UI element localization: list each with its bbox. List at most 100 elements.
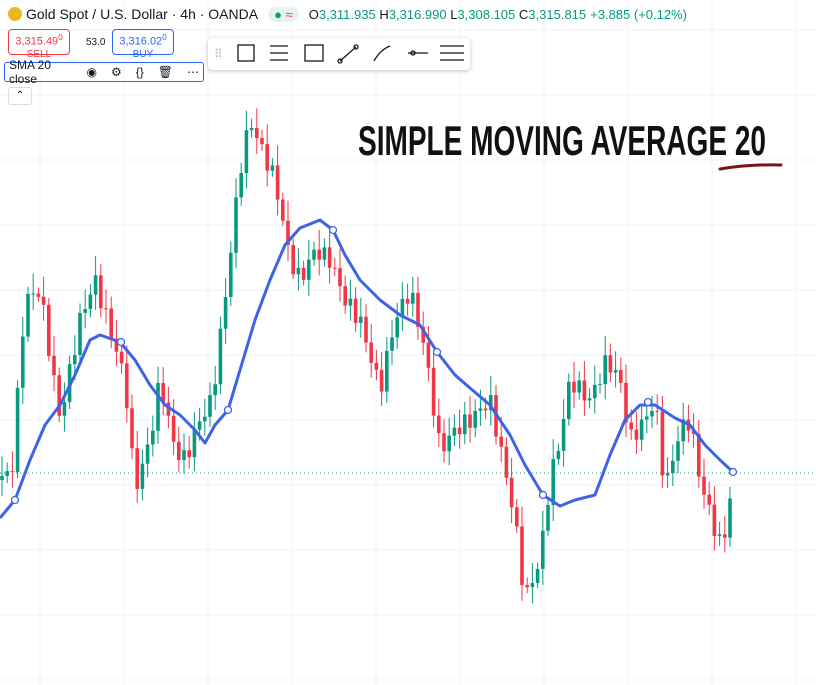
candle-body — [520, 526, 524, 585]
candle-body — [385, 350, 389, 392]
icon-delete[interactable]: 🗑 — [157, 65, 173, 79]
icon-settings[interactable]: ⚙ — [110, 65, 122, 79]
candle-body — [551, 459, 555, 505]
sma-handle — [116, 337, 126, 347]
collapse-button[interactable]: ⌃ — [8, 87, 32, 105]
candle-body — [296, 267, 301, 275]
candle-body — [504, 446, 509, 478]
candle-body — [655, 410, 659, 412]
candle-body — [572, 381, 576, 393]
candle-body — [603, 355, 607, 385]
candle-body — [567, 381, 571, 419]
candle-body — [21, 336, 25, 388]
tool-fib[interactable] — [270, 45, 288, 61]
candle-body — [353, 298, 358, 323]
candle-body — [26, 293, 30, 337]
sell-button[interactable]: 3,315.490 SELL — [8, 29, 70, 60]
candle-body — [457, 427, 462, 435]
tool-lines[interactable] — [440, 45, 464, 61]
candle-body — [463, 414, 467, 435]
candle-body — [343, 286, 347, 306]
icon-source[interactable]: {} — [135, 65, 144, 79]
buy-button[interactable]: 3,316.020 BUY — [112, 29, 174, 60]
candle-body — [249, 128, 254, 131]
symbol[interactable]: Gold Spot — [26, 6, 89, 22]
candle-body — [478, 408, 483, 411]
spread: 53.0 — [86, 37, 106, 48]
ohlc-value: 3,311.935 — [318, 6, 376, 22]
candle-body — [645, 416, 649, 420]
candle-body — [348, 298, 353, 306]
annotation: SIMPLE MOVING AVERAGE 20 — [358, 117, 766, 164]
candle-body — [5, 471, 9, 477]
indicator-legend[interactable]: SMA 20 close ◉ ⚙ {} 🗑 ⋯ — [4, 58, 204, 86]
sma-handle — [10, 495, 20, 505]
candle-body — [369, 342, 373, 363]
candle-body — [525, 584, 529, 588]
candle-body — [119, 351, 124, 364]
toolbar-icons: ⠿ — [214, 44, 464, 64]
candle-body — [145, 444, 150, 464]
sell-label: SELL — [26, 48, 52, 60]
candle-body — [0, 476, 4, 480]
status[interactable]: ● ≈ — [268, 6, 299, 22]
buy-price: 3,316.02 — [119, 35, 163, 48]
candle-body — [312, 249, 316, 260]
tool-hline[interactable] — [408, 50, 428, 56]
buy-label: BUY — [132, 48, 154, 60]
icon-more[interactable]: ⋯ — [187, 65, 199, 79]
sma-handle — [538, 490, 548, 500]
candle-body — [83, 309, 87, 313]
candle-body — [244, 130, 249, 173]
candle-body — [114, 338, 119, 352]
candle-body — [130, 408, 134, 449]
tool-trendline[interactable] — [337, 44, 359, 64]
symbol-details: U.S. Dollar · 4h · OANDA — [100, 6, 259, 22]
candle-body — [374, 362, 379, 370]
candle-body — [317, 249, 321, 260]
candle-body — [57, 375, 61, 416]
candle-body — [307, 259, 311, 280]
candle-body — [223, 296, 228, 329]
tool-brush[interactable] — [373, 45, 391, 62]
ohlc-value: 3,308.105 — [457, 6, 516, 22]
candle-body — [364, 316, 368, 343]
candle-body — [421, 327, 425, 343]
candle-body — [411, 292, 415, 304]
candle-body — [338, 268, 342, 287]
candle-body — [15, 387, 20, 472]
candle-body — [582, 380, 587, 401]
candle-body — [416, 292, 420, 328]
candle-body — [73, 354, 77, 365]
candle-body — [483, 408, 488, 411]
candle-body — [151, 430, 155, 445]
candle-body — [10, 471, 15, 473]
candle-body — [281, 199, 285, 221]
sma-handle — [643, 397, 653, 407]
candle-body — [333, 267, 337, 269]
candle-body — [78, 312, 82, 355]
candle-body — [676, 441, 680, 461]
ohlc-label: C — [518, 6, 529, 22]
sell-price: 3,315.49 — [15, 35, 59, 48]
candle-body — [161, 383, 165, 403]
candle-body — [390, 337, 394, 351]
ohlc: O3,311.935 H3,316.990 L3,308.105 C3,315.… — [309, 7, 586, 22]
candle-body — [265, 144, 269, 171]
candle-body — [639, 419, 644, 440]
candle-body — [62, 402, 67, 416]
candle-body — [650, 410, 654, 417]
candle-body — [229, 252, 233, 297]
tool-forecast[interactable] — [304, 44, 324, 62]
candle-body — [468, 414, 472, 428]
candle-body — [182, 450, 186, 461]
candle-body — [275, 165, 280, 200]
icon-eye[interactable]: ◉ — [86, 65, 97, 79]
tool-rect[interactable] — [237, 44, 255, 62]
candle-body — [587, 398, 592, 401]
candle-body — [203, 416, 207, 422]
candle-body — [619, 369, 623, 383]
candle-body — [109, 308, 113, 339]
